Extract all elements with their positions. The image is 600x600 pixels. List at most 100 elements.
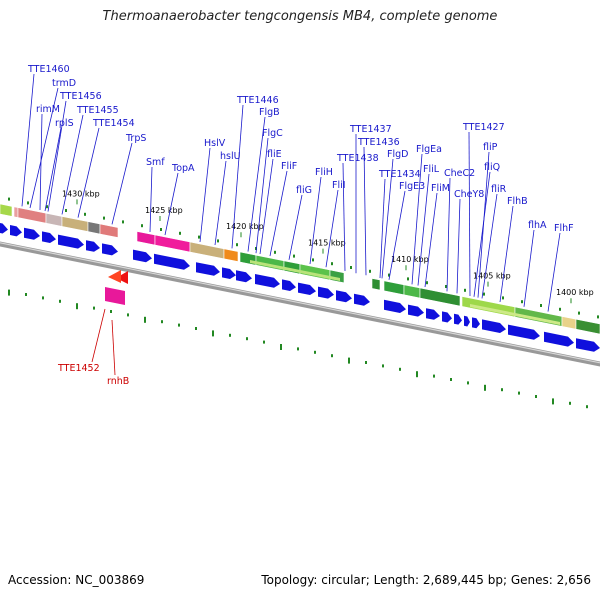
gene-label[interactable]: CheC2: [444, 168, 475, 179]
gene-leader-line: [29, 87, 59, 209]
gene-label[interactable]: FlgC: [262, 128, 283, 139]
scale-tick-label: 1400 kbp: [556, 288, 594, 297]
gene-label[interactable]: TrpS: [125, 133, 146, 144]
tick-dot: [382, 364, 384, 368]
tick-dot: [84, 212, 86, 216]
forward-gene-arrow: [133, 249, 152, 263]
tick-dot: [8, 289, 10, 296]
gene-label[interactable]: trmD: [52, 78, 76, 89]
gene-label[interactable]: fliE: [267, 149, 282, 160]
gene-leader-line: [214, 160, 227, 246]
tick-dot: [122, 220, 124, 224]
gene-label[interactable]: TTE1455: [76, 105, 119, 116]
tick-dot: [103, 216, 105, 220]
accession-label: Accession:: [8, 573, 72, 587]
gene-label[interactable]: TopA: [171, 163, 195, 174]
forward-gene-arrow: [196, 262, 220, 276]
gene-leader-line: [111, 142, 133, 225]
gene-leader-line: [91, 308, 106, 363]
length-label: Length:: [373, 573, 420, 587]
gene-label[interactable]: flhA: [528, 220, 547, 231]
gene-label[interactable]: fliR: [491, 184, 507, 195]
genome-summary: Topology: circular; Length: 2,689,445 bp…: [261, 573, 591, 587]
gene-label[interactable]: Smf: [146, 157, 165, 168]
gene-leader-line: [499, 205, 514, 303]
gene-label[interactable]: TTE1452: [57, 363, 100, 374]
feature-band: [561, 316, 577, 330]
tick-dot: [483, 292, 485, 296]
gene-label[interactable]: FlhB: [507, 196, 528, 207]
tick-dot: [407, 277, 409, 281]
gene-label[interactable]: TTE1438: [336, 153, 379, 164]
tick-dot: [179, 231, 181, 235]
gene-label[interactable]: FlgB: [259, 107, 280, 118]
gene-label[interactable]: TTE1454: [92, 118, 135, 129]
tick-dot: [263, 340, 265, 344]
feature-band: [189, 241, 225, 260]
gene-label[interactable]: TTE1460: [27, 64, 70, 75]
tick-dot: [540, 304, 542, 307]
gene-label[interactable]: FliH: [315, 167, 333, 178]
gene-label[interactable]: HslV: [204, 138, 226, 149]
gene-label[interactable]: rplS: [55, 118, 74, 129]
gene-label[interactable]: fliG: [296, 185, 312, 196]
forward-gene-arrow: [442, 311, 452, 323]
gene-label[interactable]: rnhB: [107, 376, 129, 387]
gene-label[interactable]: FliL: [423, 164, 440, 175]
tick-dot: [141, 224, 143, 228]
gene-label[interactable]: fliQ: [484, 162, 500, 173]
gene-leader-line: [259, 158, 274, 255]
gene-leader-line: [309, 176, 322, 265]
gene-label[interactable]: fliP: [483, 142, 498, 153]
gene-label[interactable]: hslU: [220, 151, 241, 162]
forward-gene-arrow: [298, 282, 316, 295]
gene-label[interactable]: FlhF: [554, 223, 574, 234]
gene-label[interactable]: TTE1436: [357, 137, 400, 148]
gene-label[interactable]: FliI: [332, 180, 346, 191]
gene-label[interactable]: FlgD: [387, 149, 408, 160]
tick-dot: [521, 300, 523, 304]
forward-gene-arrow: [102, 243, 118, 256]
reverse-gene-arrow: [108, 270, 121, 283]
forward-gene-arrow: [384, 299, 406, 313]
reverse-gene-arrow: [116, 271, 128, 284]
gene-label[interactable]: TTE1427: [462, 122, 505, 133]
gene-label[interactable]: FlgE3: [399, 181, 425, 192]
forward-gene-arrow: [24, 227, 40, 240]
gene-leader-line: [111, 319, 116, 376]
gene-label[interactable]: TTE1434: [378, 169, 421, 180]
gene-label[interactable]: FlgEa: [416, 144, 442, 155]
backbone-line: [0, 241, 600, 367]
tick-dot: [255, 247, 257, 250]
tick-dot: [236, 243, 238, 247]
gene-label[interactable]: TTE1446: [236, 95, 279, 106]
tick-dot: [195, 327, 197, 330]
tick-dot: [25, 293, 27, 296]
accession-value: NC_003869: [75, 573, 145, 587]
feature-band: [371, 278, 381, 291]
tick-dot: [160, 228, 162, 231]
gene-label[interactable]: FliF: [281, 161, 297, 172]
gene-leader-line: [61, 114, 84, 215]
tick-dot: [297, 347, 299, 351]
tick-dot: [484, 384, 486, 391]
feature-band: [419, 287, 461, 307]
tick-dot: [369, 269, 371, 273]
gene-label[interactable]: rimM: [36, 104, 60, 115]
scale-tick-label: 1420 kbp: [226, 222, 264, 231]
gene-leader-line: [411, 153, 423, 285]
gene-label[interactable]: TTE1437: [349, 124, 392, 135]
tick-dot: [280, 344, 282, 350]
forward-gene-arrow: [0, 223, 8, 234]
tick-dot: [46, 205, 48, 209]
reverse-feature-band: [105, 287, 125, 305]
scale-tick-label: 1425 kbp: [145, 206, 183, 215]
gene-label[interactable]: FliM: [431, 183, 450, 194]
tick-dot: [246, 337, 248, 341]
tick-dot: [212, 330, 214, 337]
forward-gene-arrow: [576, 338, 600, 352]
gene-label[interactable]: TTE1456: [59, 91, 102, 102]
tick-dot: [365, 361, 367, 364]
tick-dot: [217, 239, 219, 243]
